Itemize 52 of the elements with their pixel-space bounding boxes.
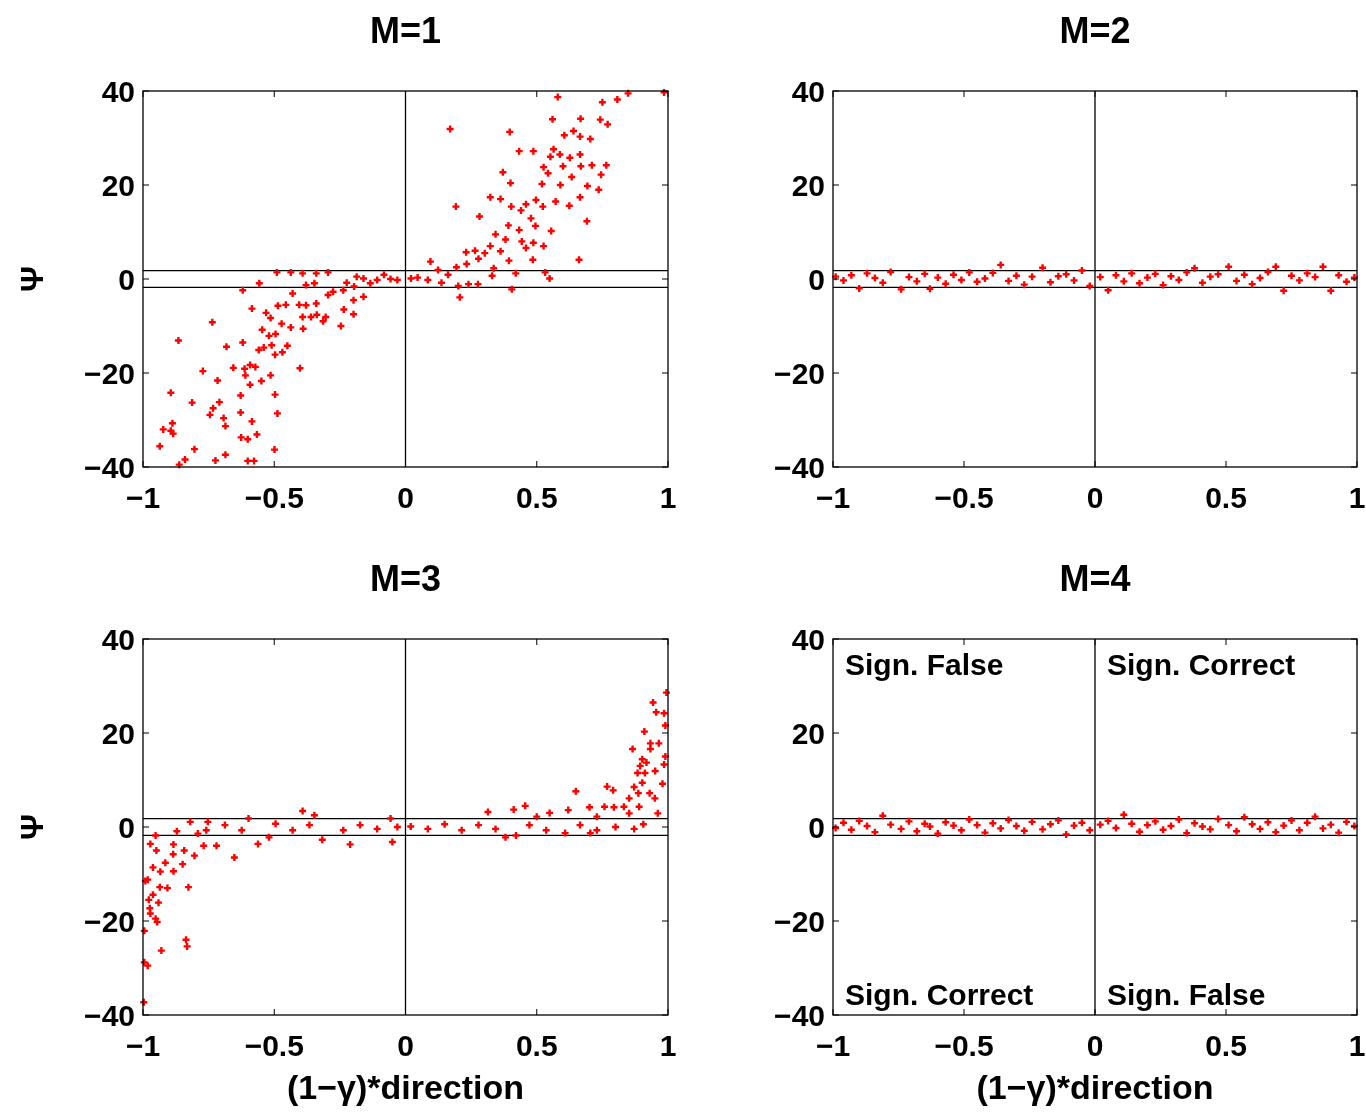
y-axis-title: Ψ [14, 814, 50, 840]
y-tick-label: 0 [118, 263, 135, 296]
x-tick-label: −1 [815, 1029, 851, 1062]
chart-title: M=1 [369, 10, 442, 51]
y-axis-title: Ψ [14, 266, 50, 292]
x-tick-label: 1 [659, 1029, 677, 1062]
x-axis-title: (1−γ)*direction [976, 1068, 1214, 1106]
x-tick-label: 0 [397, 481, 414, 514]
x-tick-label: −0.5 [934, 1029, 994, 1062]
y-tick-label: 0 [118, 811, 135, 844]
y-tick-label: 0 [808, 811, 825, 844]
chart-title: M=4 [1059, 558, 1131, 599]
y-tick-label: −40 [774, 999, 825, 1032]
x-tick-label: 0 [397, 1029, 414, 1062]
chart-title: M=2 [1059, 10, 1131, 51]
y-tick-label: −20 [774, 357, 825, 390]
x-axis-title: (1−γ)*direction [286, 1068, 525, 1106]
y-tick-label: 40 [791, 75, 825, 108]
chart-title: M=3 [369, 558, 442, 599]
y-tick-label: 20 [791, 717, 825, 750]
x-tick-label: 0.5 [515, 1029, 558, 1062]
x-tick-label: −0.5 [244, 481, 304, 514]
annotation: Sign. False [1107, 978, 1266, 1011]
x-tick-label: 0.5 [1205, 1029, 1247, 1062]
x-tick-label: −1 [125, 481, 161, 514]
y-tick-label: 40 [791, 623, 825, 656]
x-tick-label: 0.5 [1205, 481, 1247, 514]
x-tick-label: 1 [659, 481, 677, 514]
y-tick-label: 20 [101, 169, 135, 202]
y-tick-label: −40 [84, 451, 135, 484]
x-tick-label: −0.5 [244, 1029, 304, 1062]
y-tick-label: −20 [774, 905, 825, 938]
annotation: Sign. Correct [845, 978, 1034, 1011]
y-tick-label: −20 [84, 357, 135, 390]
y-tick-label: −40 [84, 999, 135, 1032]
x-tick-label: −0.5 [934, 481, 994, 514]
annotation: Sign. False [845, 648, 1004, 681]
y-tick-label: 20 [791, 169, 825, 202]
x-tick-label: −1 [125, 1029, 161, 1062]
x-tick-label: 1 [1348, 1029, 1366, 1062]
x-tick-label: −1 [815, 481, 851, 514]
x-tick-label: 0 [1086, 1029, 1104, 1062]
x-tick-label: 1 [1348, 481, 1366, 514]
y-tick-label: −20 [84, 905, 135, 938]
y-tick-label: 40 [101, 75, 135, 108]
y-tick-label: −40 [774, 451, 825, 484]
y-tick-label: 40 [101, 623, 135, 656]
annotation: Sign. Correct [1107, 648, 1296, 681]
y-tick-label: 0 [808, 263, 825, 296]
x-tick-label: 0.5 [515, 481, 558, 514]
x-tick-label: 0 [1086, 481, 1104, 514]
y-tick-label: 20 [101, 717, 135, 750]
